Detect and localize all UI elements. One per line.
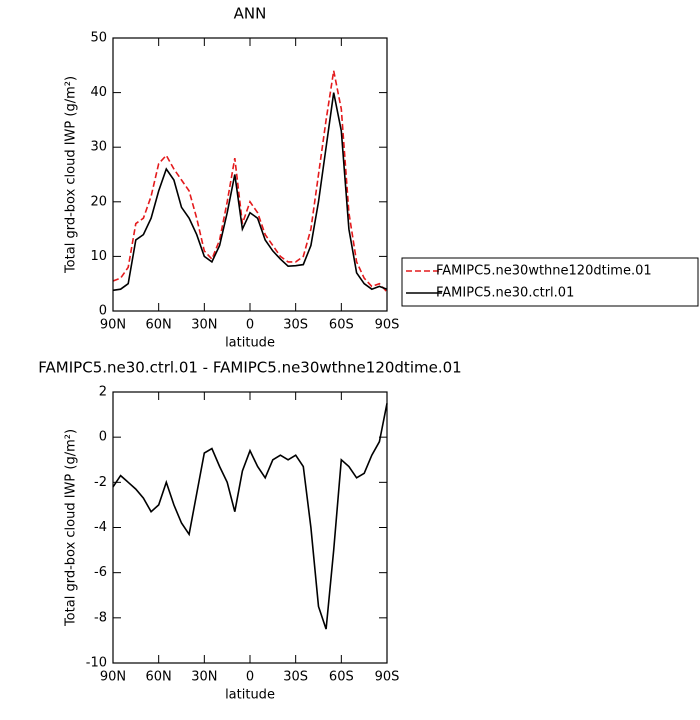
plot-frame bbox=[112, 391, 388, 664]
x-tick-label: 30N bbox=[191, 318, 217, 333]
x-tick-label: 30N bbox=[191, 670, 217, 685]
legend-frame bbox=[401, 257, 699, 307]
data-line bbox=[112, 403, 388, 630]
plot-frame bbox=[112, 37, 388, 312]
x-axis-label: latitude bbox=[225, 688, 275, 703]
y-tick-label: -6 bbox=[94, 565, 107, 580]
x-tick-label: 90N bbox=[100, 318, 126, 333]
y-tick-label: -2 bbox=[94, 475, 107, 490]
y-tick-label: 20 bbox=[90, 194, 107, 209]
y-tick-label: 40 bbox=[90, 85, 107, 100]
y-tick-label: -4 bbox=[94, 520, 107, 535]
y-tick-label: -8 bbox=[94, 610, 107, 625]
x-tick-label: 0 bbox=[246, 670, 254, 685]
data-line bbox=[112, 92, 388, 292]
x-tick-label: 90S bbox=[375, 670, 400, 685]
x-tick-label: 0 bbox=[246, 318, 254, 333]
legend-label: FAMIPC5.ne30wthne120dtime.01 bbox=[436, 264, 652, 279]
x-tick-label: 60N bbox=[146, 318, 172, 333]
chart-title: FAMIPC5.ne30.ctrl.01 - FAMIPC5.ne30wthne… bbox=[38, 359, 461, 377]
y-tick-label: 10 bbox=[90, 249, 107, 264]
x-tick-label: 60S bbox=[329, 318, 354, 333]
data-line bbox=[112, 70, 388, 293]
y-tick-label: -10 bbox=[86, 656, 107, 671]
x-tick-label: 60S bbox=[329, 670, 354, 685]
y-tick-label: 0 bbox=[99, 430, 107, 445]
chart-title: ANN bbox=[234, 5, 267, 23]
x-tick-label: 30S bbox=[283, 670, 308, 685]
x-axis-label: latitude bbox=[225, 336, 275, 351]
y-tick-label: 0 bbox=[99, 304, 107, 319]
x-tick-label: 90N bbox=[100, 670, 126, 685]
y-axis-label: Total grd-box cloud IWP (g/m²) bbox=[64, 76, 79, 274]
x-tick-label: 60N bbox=[146, 670, 172, 685]
legend-label: FAMIPC5.ne30.ctrl.01 bbox=[436, 286, 574, 301]
y-tick-label: 30 bbox=[90, 140, 107, 155]
y-tick-label: 2 bbox=[99, 385, 107, 400]
y-axis-label: Total grd-box cloud IWP (g/m²) bbox=[64, 429, 79, 627]
x-tick-label: 30S bbox=[283, 318, 308, 333]
y-tick-label: 50 bbox=[90, 31, 107, 46]
x-tick-label: 90S bbox=[375, 318, 400, 333]
